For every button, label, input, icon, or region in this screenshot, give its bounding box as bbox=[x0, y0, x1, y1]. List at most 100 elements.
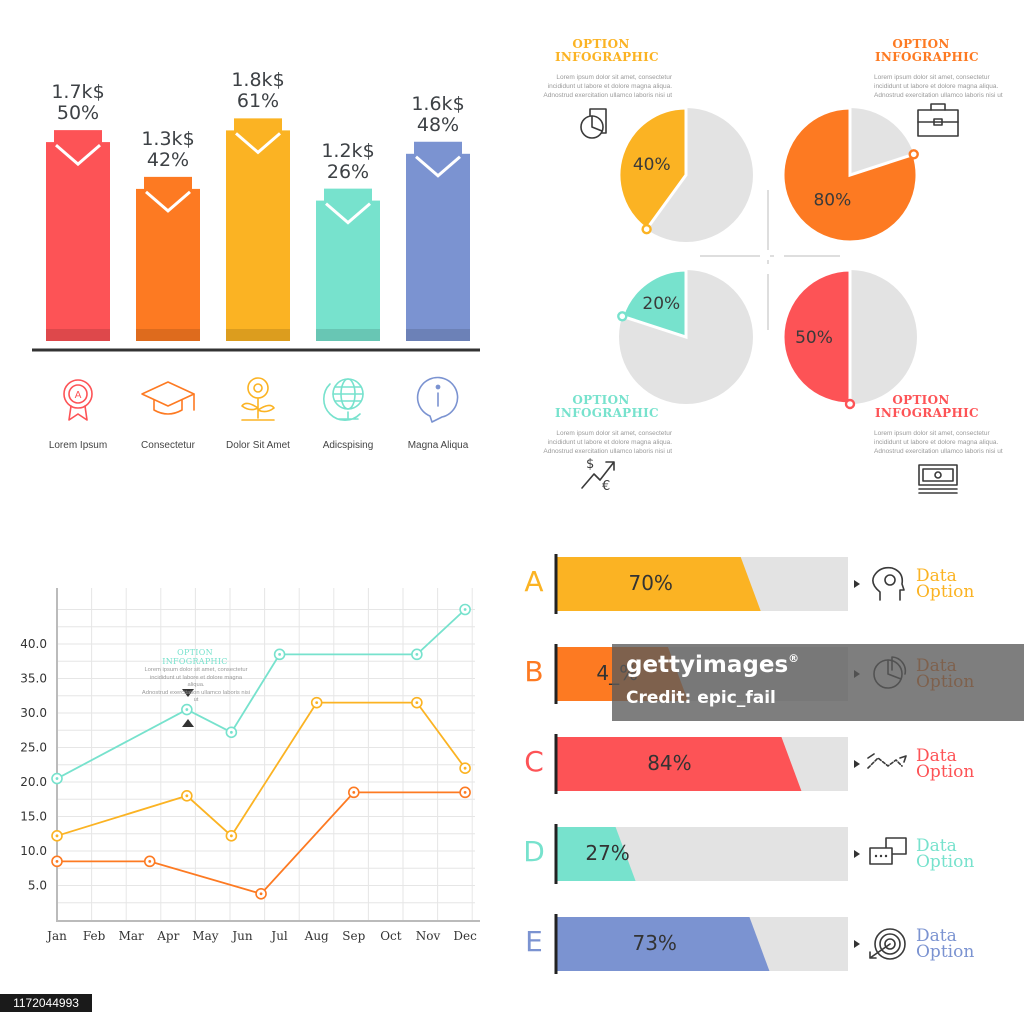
pie-percent-label: 80% bbox=[813, 190, 851, 210]
line-point-dot bbox=[229, 730, 233, 734]
bar-percent: 50% bbox=[56, 102, 100, 125]
pie-slice-marker bbox=[641, 224, 652, 235]
svg-text:A: A bbox=[75, 390, 82, 401]
hbar-letter: B bbox=[524, 655, 544, 688]
watermark-brand: gettyimages® bbox=[626, 652, 799, 678]
pie-option-title: OPTION INFOGRAPHIC bbox=[555, 394, 659, 420]
pie-chart: 50% bbox=[781, 268, 917, 410]
pie-slice-marker bbox=[617, 311, 628, 322]
lorem-line: incididunt ut labore et dolore magna ali… bbox=[149, 674, 243, 689]
pie-chart: 20% bbox=[617, 268, 753, 404]
x-tick-label: Jun bbox=[230, 929, 253, 943]
line-point-dot bbox=[185, 708, 189, 711]
bar bbox=[46, 130, 110, 341]
line-annotation-text: Lorem ipsum dolor sit amet, consectetur … bbox=[141, 667, 251, 705]
bar-chart-svg: A bbox=[32, 118, 480, 423]
bar-caption: Consectetur bbox=[141, 440, 195, 451]
pie-option-title-1: OPTION bbox=[892, 37, 950, 51]
lorem-line: incididunt ut labore et dolore magna ali… bbox=[547, 439, 672, 446]
lorem-line: Lorem ipsum dolor sit amet, consectetur bbox=[556, 430, 672, 437]
line-point-dot bbox=[55, 859, 59, 863]
line-point-dot bbox=[463, 790, 467, 794]
watermark-registered-mark: ® bbox=[788, 652, 800, 665]
pie-option-title-2: INFOGRAPHIC bbox=[875, 406, 979, 420]
bar-value-label: 1.7k$ 50% bbox=[28, 82, 128, 124]
lorem-line: Adnostrud exercitation ullamco laboris n… bbox=[543, 448, 672, 455]
lorem-line: Lorem ipsum dolor sit amet, consectetur bbox=[556, 74, 672, 81]
pie-description: Lorem ipsum dolor sit amet, consectetur i… bbox=[874, 429, 1009, 456]
annotation-marker bbox=[182, 689, 194, 727]
bar bbox=[226, 118, 290, 341]
lorem-line: Lorem ipsum dolor sit amet, consectetur bbox=[874, 430, 990, 437]
hbar-svg bbox=[554, 554, 907, 974]
x-tick-label: Aug bbox=[304, 929, 329, 943]
pie-description: Lorem ipsum dolor sit amet, consectetur i… bbox=[537, 73, 672, 100]
trend-arrow-icon bbox=[867, 753, 907, 769]
y-tick-label: 5.0 bbox=[28, 879, 47, 893]
hbar-legend-line1: Data bbox=[916, 566, 957, 586]
y-tick-label: 40.0 bbox=[20, 637, 47, 651]
lorem-line: incididunt ut labore et dolore magna ali… bbox=[874, 83, 999, 90]
pie-percent-label: 20% bbox=[642, 294, 680, 314]
pie-option-title-2: INFOGRAPHIC bbox=[555, 406, 659, 420]
flower-icon bbox=[241, 377, 275, 421]
bar-amount: 1.7k$ bbox=[51, 81, 105, 104]
watermark-credit: Credit: epic_fail bbox=[626, 688, 776, 708]
bar-value-label: 1.6k$ 48% bbox=[388, 92, 488, 136]
briefcase-icon bbox=[917, 103, 959, 137]
bar-percent: 42% bbox=[146, 148, 190, 171]
x-tick-label: Sep bbox=[342, 929, 365, 943]
bar-amount: 1.3k$ bbox=[141, 127, 195, 150]
pie-option-title-1: OPTION bbox=[572, 37, 630, 51]
bar-value-label: 1.3k$ 42% bbox=[118, 127, 218, 171]
line-point-dot bbox=[278, 652, 281, 656]
pie-option-title-1: OPTION bbox=[892, 393, 950, 407]
line-point-dot bbox=[148, 859, 152, 863]
pie-option-title-2: INFOGRAPHIC bbox=[555, 50, 659, 64]
hbar-arrow bbox=[854, 580, 860, 588]
hbar-letter: D bbox=[523, 835, 545, 868]
chat-bubbles-icon bbox=[869, 837, 907, 865]
bar bbox=[316, 188, 380, 341]
bar-value-label: 1.8k$ 61% bbox=[208, 70, 308, 112]
info-bubble-icon bbox=[416, 376, 459, 423]
hbar-arrow bbox=[854, 760, 860, 768]
watermark-brand-text: gettyimages bbox=[626, 652, 789, 678]
y-tick-label: 15.0 bbox=[20, 810, 47, 824]
lorem-line: Adnostrud exercitation ullamco laboris n… bbox=[141, 689, 251, 704]
y-tick-label: 25.0 bbox=[20, 741, 47, 755]
line-point-dot bbox=[55, 777, 59, 780]
y-tick-label: 35.0 bbox=[20, 672, 47, 686]
svg-text:€: € bbox=[602, 479, 610, 494]
line-series bbox=[51, 603, 471, 785]
hbar-legend-line2: Option bbox=[916, 582, 975, 602]
x-tick-label: Mar bbox=[119, 929, 144, 943]
y-tick-label: 10.0 bbox=[20, 844, 47, 858]
hbar bbox=[554, 554, 860, 614]
line-annotation-title: OPTION INFOGRAPHIC bbox=[160, 648, 230, 666]
x-tick-label: May bbox=[192, 929, 218, 943]
pie-slice-marker bbox=[908, 149, 919, 160]
lorem-line: Adnostrud exercitation ullamco laboris n… bbox=[874, 92, 1003, 99]
line-series bbox=[51, 786, 471, 900]
bar-amount: 1.6k$ bbox=[411, 92, 465, 115]
x-tick-label: Jul bbox=[269, 929, 288, 943]
bar bbox=[136, 176, 200, 341]
lorem-line: Lorem ipsum dolor sit amet, consectetur bbox=[874, 74, 990, 81]
hbar-legend-line2: Option bbox=[916, 852, 975, 872]
bar-caption: Dolor Sit Amet bbox=[226, 440, 290, 451]
stock-id-badge: 1172044993 bbox=[0, 994, 92, 1012]
line-annotation-title-2: INFOGRAPHIC bbox=[162, 657, 228, 666]
globe-icon bbox=[323, 378, 364, 421]
bar-percent: 26% bbox=[326, 160, 370, 183]
line-point-dot bbox=[415, 652, 419, 656]
hbar bbox=[554, 734, 860, 794]
line-point-dot bbox=[259, 892, 263, 896]
x-tick-label: Apr bbox=[156, 929, 179, 943]
line-point-dot bbox=[415, 701, 419, 705]
hbar bbox=[554, 824, 860, 884]
hbar-percent: 27% bbox=[585, 841, 630, 865]
line-point-dot bbox=[55, 834, 59, 838]
